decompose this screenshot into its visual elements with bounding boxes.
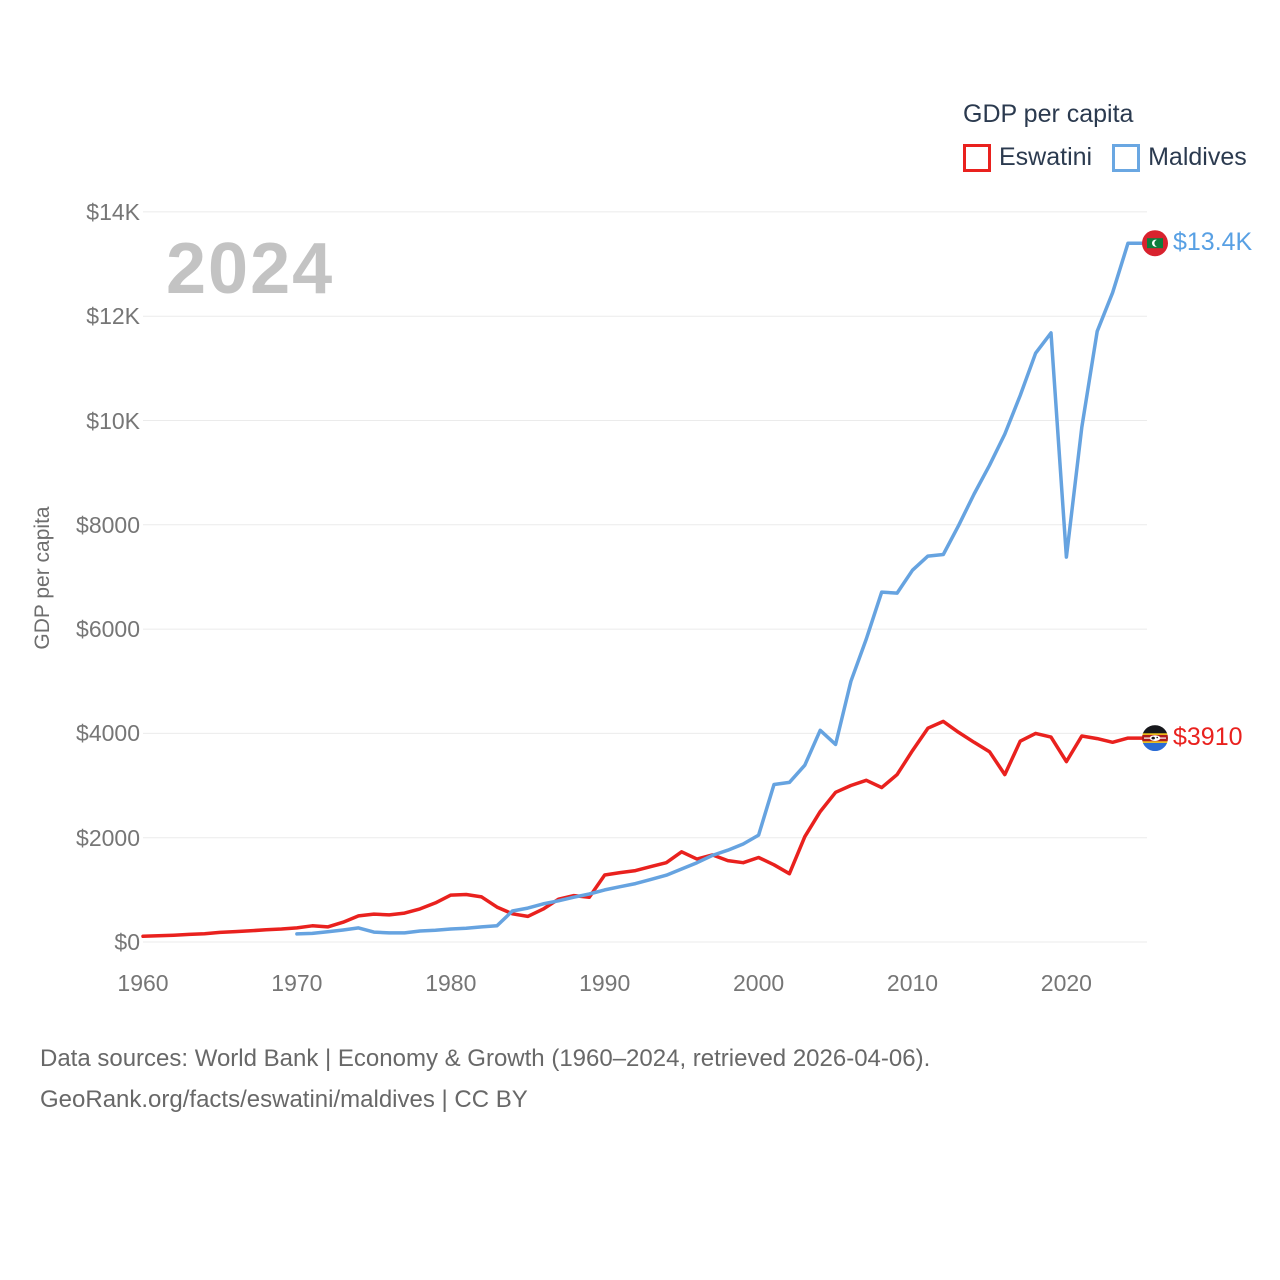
x-tick-label: 1960 <box>117 970 169 996</box>
x-tick-label: 2020 <box>1040 970 1092 996</box>
legend-title: GDP per capita <box>963 100 1134 128</box>
eswatini-flag-icon <box>1142 725 1168 752</box>
legend-item-eswatini[interactable]: Eswatini <box>963 143 1092 172</box>
footer-attribution-line: GeoRank.org/facts/eswatini/maldives | CC… <box>40 1086 528 1113</box>
legend: GDP per capita Eswatini Maldives <box>963 100 1259 172</box>
footer-sources-line: Data sources: World Bank | Economy & Gro… <box>40 1045 931 1072</box>
x-tick-label: 2010 <box>886 970 939 996</box>
legend-item-maldives[interactable]: Maldives <box>1112 143 1247 172</box>
maldives-flag-icon <box>1142 230 1168 257</box>
y-tick-label: $10K <box>86 407 140 434</box>
eswatini-line[interactable] <box>141 719 1149 939</box>
legend-label-maldives: Maldives <box>1148 143 1247 171</box>
y-tick-label: $12K <box>86 303 140 330</box>
y-tick-label: $2000 <box>76 824 140 851</box>
y-tick-label: $4000 <box>76 720 140 747</box>
y-tick-label: $8000 <box>76 511 140 538</box>
x-tick-label: 1970 <box>271 970 323 996</box>
y-tick-label: $0 <box>114 929 140 955</box>
y-tick-label: $14K <box>86 198 140 225</box>
legend-label-eswatini: Eswatini <box>999 143 1093 171</box>
footer: Data sources: World Bank | Economy & Gro… <box>40 1038 930 1120</box>
x-tick-label: 1990 <box>579 970 631 996</box>
x-tick-label: 1980 <box>425 970 477 996</box>
maldives-end-label: $13.4K <box>1173 228 1253 257</box>
maldives-line[interactable] <box>295 241 1149 936</box>
legend-items: Eswatini Maldives <box>963 143 1259 172</box>
year-watermark: 2024 <box>166 229 335 309</box>
x-tick-label: 2000 <box>733 970 785 996</box>
eswatini-swatch-icon <box>963 143 991 172</box>
eswatini-end-label: $3910 <box>1173 723 1243 752</box>
maldives-swatch-icon <box>1112 143 1141 172</box>
y-tick-label: $6000 <box>76 616 140 643</box>
